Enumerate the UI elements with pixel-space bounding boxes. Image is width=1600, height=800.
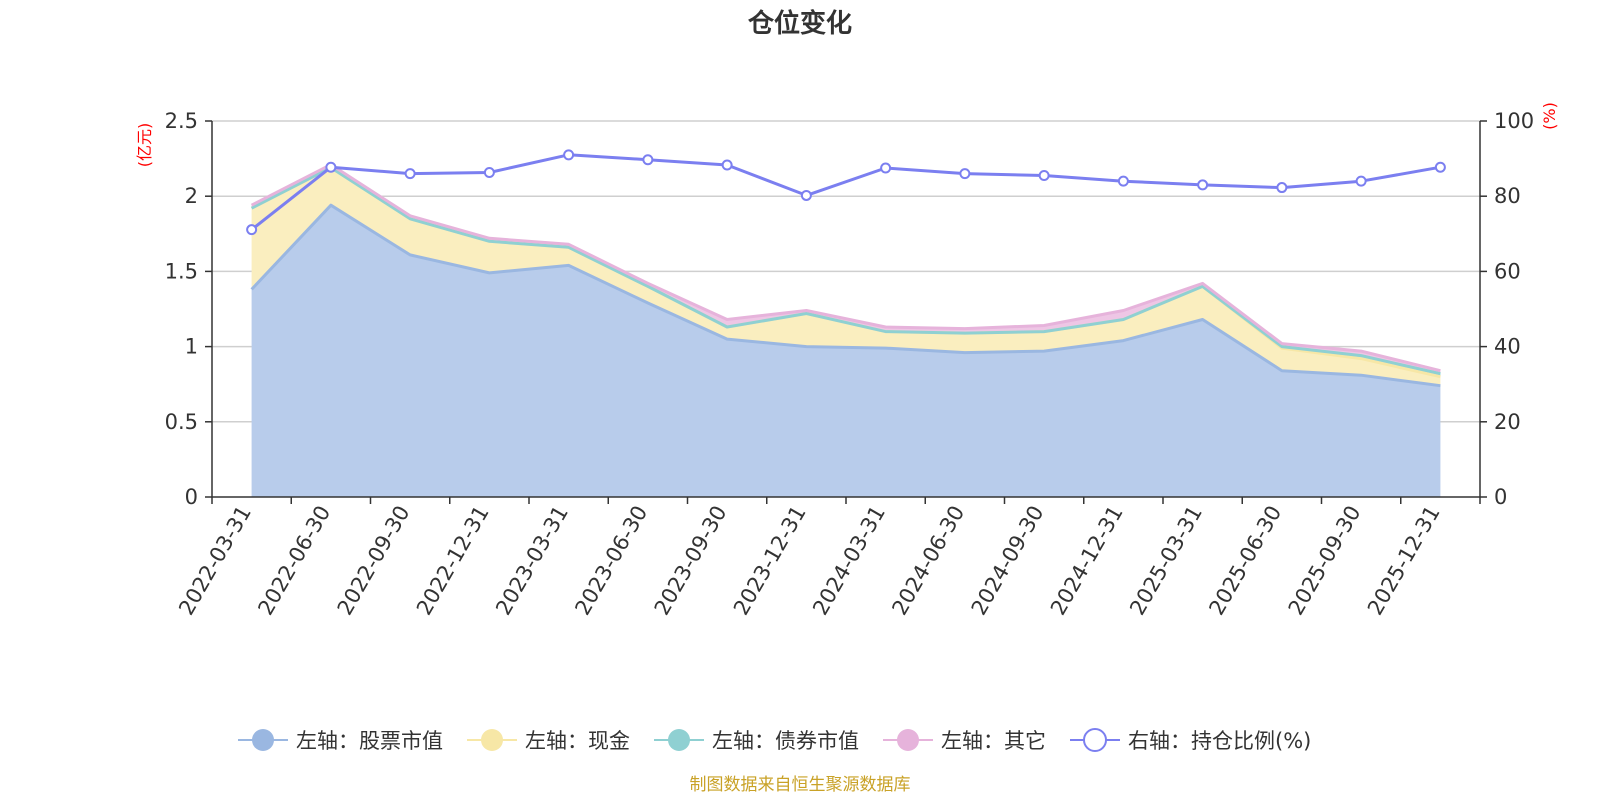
- ratio-point: [404, 168, 416, 180]
- left-tick-label: 0.5: [165, 410, 198, 434]
- x-tick-label: 2023-03-31: [491, 502, 573, 620]
- ratio-point: [1117, 175, 1129, 187]
- right-tick-label: 40: [1494, 335, 1521, 359]
- legend-marker: [252, 729, 274, 751]
- ratio-point: [721, 159, 733, 171]
- x-tick-label: 2023-06-30: [570, 502, 652, 620]
- right-axis-unit: (%): [1540, 102, 1559, 130]
- area-左轴：股票市值: [251, 205, 1441, 497]
- ratio-point: [563, 149, 575, 161]
- x-tick-label: 2025-06-30: [1204, 502, 1286, 620]
- area-line-左轴：股票市值: [250, 203, 1441, 388]
- area-line-左轴：债券市值: [250, 166, 1441, 376]
- ratio-point: [325, 161, 337, 173]
- x-tick-label: 2022-12-31: [412, 502, 494, 620]
- ratio-point: [642, 154, 654, 166]
- right-tick-label: 20: [1494, 410, 1521, 434]
- legend-label: 右轴：持仓比例(%): [1128, 729, 1311, 753]
- data-source: 制图数据来自恒生聚源数据库: [690, 775, 911, 795]
- legend-label: 左轴：现金: [525, 729, 630, 753]
- legend-marker: [897, 729, 919, 751]
- ratio-point: [483, 167, 495, 179]
- right-tick-label: 100: [1494, 109, 1534, 133]
- x-tick-label: 2025-12-31: [1363, 502, 1445, 620]
- right-tick-label: 80: [1494, 184, 1521, 208]
- right-tick-label: 0: [1494, 485, 1507, 509]
- ratio-point: [1355, 175, 1367, 187]
- x-tick-label: 2022-06-30: [253, 502, 335, 620]
- x-axis-ticks: 2022-03-312022-06-302022-09-302022-12-31…: [174, 497, 1481, 620]
- left-tick-label: 2.5: [165, 109, 198, 133]
- chart-title: 仓位变化: [747, 8, 852, 39]
- x-tick-label: 2023-12-31: [729, 502, 811, 620]
- x-tick-label: 2024-03-31: [808, 502, 890, 620]
- ratio-point: [1276, 182, 1288, 194]
- right-axis-ticks: 0 20 40 60 80 100: [1480, 109, 1534, 509]
- ratio-point: [880, 162, 892, 174]
- x-tick-label: 2022-03-31: [174, 502, 256, 620]
- legend-marker: [1083, 728, 1107, 752]
- stacked-areas: [250, 163, 1441, 497]
- x-tick-label: 2024-12-31: [1046, 502, 1128, 620]
- legend-label: 左轴：债券市值: [712, 729, 859, 753]
- left-axis-unit: (亿元): [135, 123, 154, 168]
- legend-label: 左轴：其它: [941, 729, 1046, 753]
- right-tick-label: 60: [1494, 259, 1521, 283]
- ratio-point: [1038, 170, 1050, 182]
- left-axis-ticks: 0 0.5 1 1.5 2 2.5: [165, 109, 212, 509]
- x-tick-label: 2025-09-30: [1284, 502, 1366, 620]
- ratio-series-line: [250, 153, 1441, 231]
- x-tick-label: 2024-09-30: [967, 502, 1049, 620]
- x-tick-label: 2024-06-30: [887, 502, 969, 620]
- left-tick-label: 1: [185, 335, 198, 359]
- position-ratio-line: [246, 149, 1446, 236]
- ratio-point: [1197, 179, 1209, 191]
- x-tick-label: 2022-09-30: [333, 502, 415, 620]
- area-line-左轴：其它: [250, 163, 1441, 373]
- legend-marker: [668, 729, 690, 751]
- area-左轴：现金: [251, 167, 1441, 386]
- x-tick-label: 2025-03-31: [1125, 502, 1207, 620]
- left-tick-label: 0: [185, 485, 198, 509]
- ratio-point: [1434, 161, 1446, 173]
- left-tick-label: 2: [185, 184, 198, 208]
- ratio-point: [246, 224, 258, 236]
- ratio-point: [959, 168, 971, 180]
- legend: 左轴：股票市值 左轴：现金 左轴：债券市值 左轴：其它 右轴：持仓比例(%): [238, 728, 1311, 753]
- ratio-point: [800, 189, 812, 201]
- legend-label: 左轴：股票市值: [296, 729, 443, 753]
- left-tick-label: 1.5: [165, 259, 198, 283]
- x-tick-label: 2023-09-30: [650, 502, 732, 620]
- legend-marker: [481, 729, 503, 751]
